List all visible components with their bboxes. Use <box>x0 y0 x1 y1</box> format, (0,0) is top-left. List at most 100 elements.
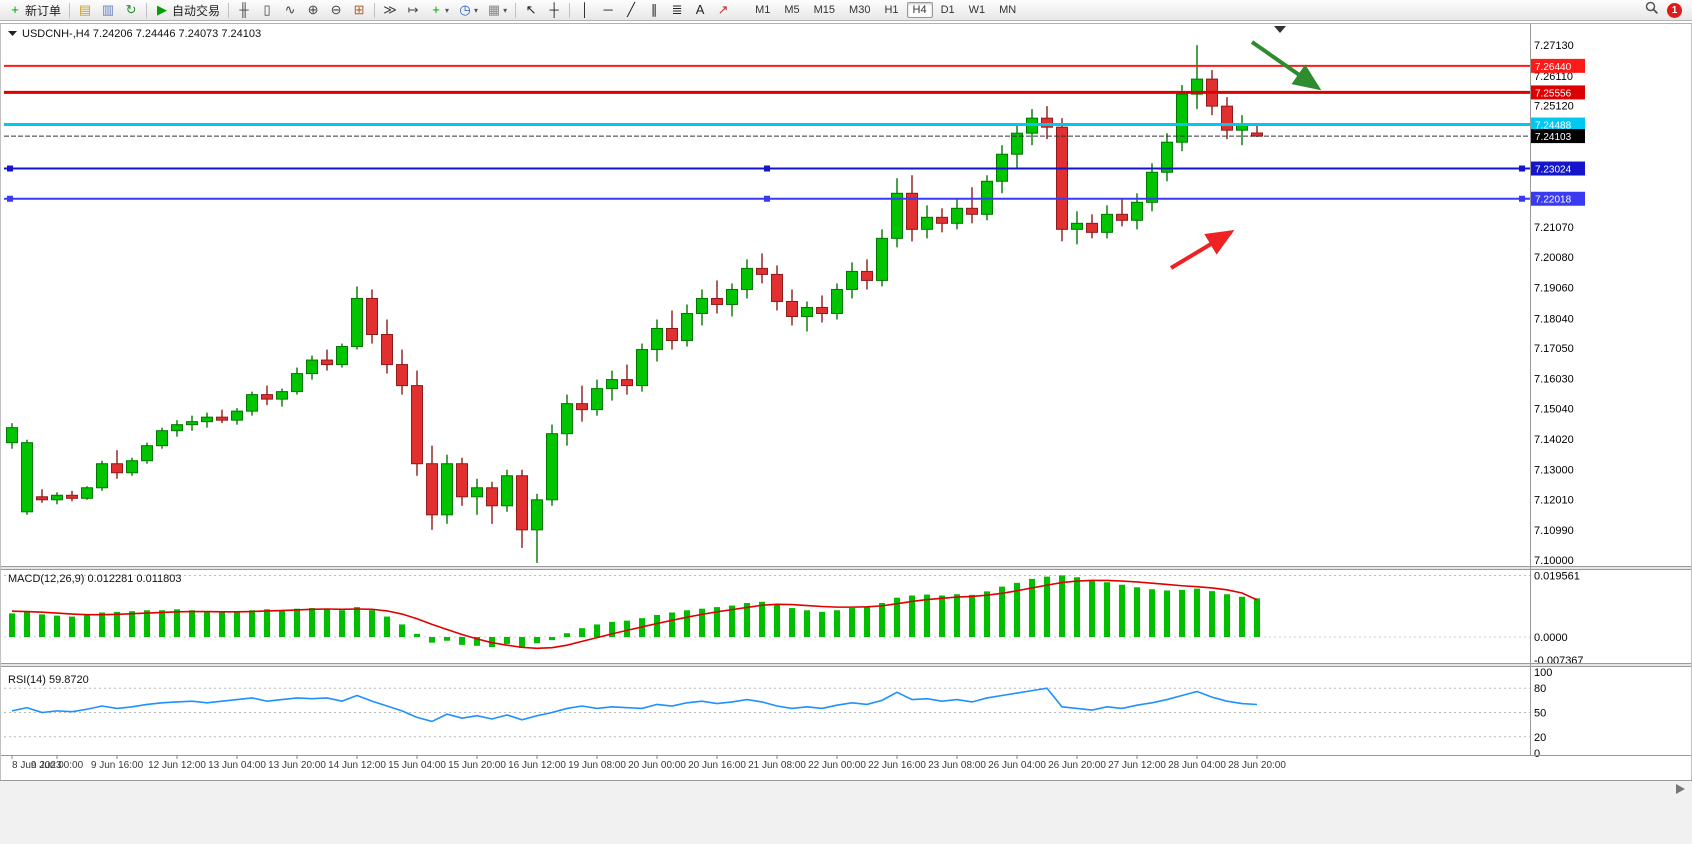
arrows-icon: ↗ <box>717 2 729 17</box>
rsi-label: RSI(14) 59.8720 <box>8 674 89 686</box>
svg-text:13 Jun 04:00: 13 Jun 04:00 <box>208 760 266 771</box>
price-tag <box>1531 117 1585 132</box>
charts-list-button[interactable]: ▤ <box>74 1 96 19</box>
svg-text:20 Jun 16:00: 20 Jun 16:00 <box>688 760 746 771</box>
timeframe-m30-button[interactable]: M30 <box>849 4 871 16</box>
svg-text:7.19060: 7.19060 <box>1534 283 1574 295</box>
refresh-button[interactable]: ↻ <box>120 1 142 19</box>
chart-shift-marker[interactable] <box>1274 26 1286 33</box>
periods-button[interactable]: ◷ ▾ <box>454 1 482 19</box>
timeframe-mn-button[interactable]: MN <box>999 4 1017 16</box>
text-button[interactable]: A <box>689 1 711 19</box>
panel-separator[interactable] <box>0 663 1692 667</box>
svg-text:7.25556: 7.25556 <box>1535 88 1572 99</box>
timeframe-w1-button[interactable]: W1 <box>968 4 986 16</box>
svg-text:26 Jun 04:00: 26 Jun 04:00 <box>988 760 1046 771</box>
horizontal-line-icon: ─ <box>603 2 613 17</box>
horizontal-line-7.24488[interactable]: 7.24488 <box>4 117 1585 132</box>
fibonacci-button[interactable]: ≣ <box>666 1 688 19</box>
new-order-button[interactable]: + 新订单 <box>4 1 65 19</box>
svg-text:7.12010: 7.12010 <box>1534 494 1574 506</box>
timeframe-d1-button[interactable]: D1 <box>940 4 955 16</box>
auto-trading-icon: ▶ <box>157 2 168 17</box>
auto-trading-button-label: 自动交易 <box>172 3 221 18</box>
indicators-icon: + <box>432 2 440 17</box>
zoom-in-button[interactable]: ⊕ <box>302 1 324 19</box>
svg-text:7.26110: 7.26110 <box>1534 71 1573 83</box>
svg-text:7.24488: 7.24488 <box>1535 121 1572 132</box>
trendline-icon: ╱ <box>627 2 635 17</box>
rsi-line <box>11 687 1258 723</box>
horizontal-line-7.23024[interactable]: 7.23024 <box>4 161 1585 176</box>
line-handle[interactable] <box>764 165 770 172</box>
svg-text:21 Jun 08:00: 21 Jun 08:00 <box>748 760 806 771</box>
chevron-down-icon: ▾ <box>503 5 508 15</box>
svg-text:22 Jun 00:00: 22 Jun 00:00 <box>808 760 866 771</box>
svg-text:27 Jun 12:00: 27 Jun 12:00 <box>1108 760 1166 771</box>
tile-windows-button[interactable]: ⊞ <box>348 1 370 19</box>
svg-text:22 Jun 16:00: 22 Jun 16:00 <box>868 760 926 771</box>
rsi-panel: 100 80 50 20 0 RSI(14) 59.8720 <box>4 667 1552 760</box>
current-price-tag <box>1531 129 1585 144</box>
cursor-icon: ↖ <box>525 2 537 17</box>
search-icon[interactable] <box>1645 1 1659 19</box>
line-handle[interactable] <box>1519 195 1525 202</box>
svg-text:7.23024: 7.23024 <box>1535 165 1572 176</box>
candlestick-chart-button[interactable]: ▯ <box>256 1 278 19</box>
line-handle[interactable] <box>1519 165 1525 172</box>
scroll-right-button[interactable] <box>1676 784 1685 794</box>
cursor-button[interactable]: ↖ <box>520 1 542 19</box>
horizontal-line-7.25556[interactable]: 7.25556 <box>4 85 1585 100</box>
vertical-line-icon: │ <box>581 2 590 17</box>
vertical-line-button[interactable]: │ <box>574 1 596 19</box>
timeframe-m15-button[interactable]: M15 <box>813 4 836 16</box>
chart-canvas[interactable]: 7.27130 7.26110 7.25120 7.21070 7.20080 7.190… <box>0 22 1692 844</box>
timeframe-h4-button[interactable]: H4 <box>906 2 933 18</box>
svg-text:7.17050: 7.17050 <box>1534 343 1574 355</box>
charts-list-icon: ▤ <box>78 2 92 17</box>
indicators-button[interactable]: + ▾ <box>425 1 453 19</box>
line-chart-icon: ∿ <box>284 2 296 17</box>
svg-text:8 Jun 2023: 8 Jun 2023 <box>12 760 62 771</box>
macd-signal-line <box>11 579 1258 650</box>
timeframe-m5-button[interactable]: M5 <box>784 4 800 16</box>
profiles-icon: ▥ <box>101 2 115 17</box>
svg-text:7.20080: 7.20080 <box>1534 252 1574 264</box>
svg-text:14 Jun 12:00: 14 Jun 12:00 <box>328 760 386 771</box>
toolbar: + 新订单 ▤ ▥ ↻ ▶ 自动交易 ╫ ▯ ∿ ⊕ ⊖ ⊞ ≫ ↦ + ▾ ◷ ▾ ▦ ▾ ↖ ┼ │ ─ ╱ ∥ ≣ A ↗ M1 M5… <box>0 0 1692 21</box>
zoom-out-button[interactable]: ⊖ <box>325 1 347 19</box>
templates-button[interactable]: ▦ ▾ <box>483 1 511 19</box>
line-handle[interactable] <box>7 195 13 202</box>
line-handle[interactable] <box>764 195 770 202</box>
line-chart-button[interactable]: ∿ <box>279 1 301 19</box>
timeframe-h1-button[interactable]: H1 <box>884 4 899 16</box>
profiles-button[interactable]: ▥ <box>97 1 119 19</box>
chart-shift-icon: ↦ <box>407 2 419 17</box>
bar-chart-button[interactable]: ╫ <box>233 1 255 19</box>
chart-shift-button[interactable]: ↦ <box>402 1 424 19</box>
svg-text:7.21070: 7.21070 <box>1534 222 1574 234</box>
channel-button[interactable]: ∥ <box>643 1 665 19</box>
auto-scroll-button[interactable]: ≫ <box>379 1 401 19</box>
svg-text:7.10990: 7.10990 <box>1534 525 1574 537</box>
crosshair-icon: ┼ <box>549 2 559 17</box>
horizontal-line-button[interactable]: ─ <box>597 1 619 19</box>
toolbar-separator <box>69 2 71 18</box>
timeframe-m1-button[interactable]: M1 <box>755 4 771 16</box>
price-axis[interactable]: 7.27130 7.26110 7.25120 7.21070 7.20080 7.190… <box>1534 40 1574 567</box>
line-handle[interactable] <box>7 165 13 172</box>
chart-menu-icon[interactable] <box>8 31 17 36</box>
current-price-line: 7.24103 <box>4 129 1585 144</box>
auto-trading-button[interactable]: ▶ 自动交易 <box>151 1 224 19</box>
green-arrow-annotation[interactable] <box>1250 40 1322 91</box>
svg-text:7.15040: 7.15040 <box>1534 403 1574 415</box>
red-arrow-annotation[interactable] <box>1169 229 1235 270</box>
arrows-button[interactable]: ↗ <box>712 1 734 19</box>
horizontal-line-7.22018[interactable]: 7.22018 <box>4 191 1585 206</box>
notification-badge[interactable]: 1 <box>1667 2 1682 18</box>
trendline-button[interactable]: ╱ <box>620 1 642 19</box>
horizontal-line-7.26440[interactable]: 7.26440 <box>4 58 1585 73</box>
crosshair-button[interactable]: ┼ <box>543 1 565 19</box>
panel-separator[interactable] <box>0 566 1692 570</box>
